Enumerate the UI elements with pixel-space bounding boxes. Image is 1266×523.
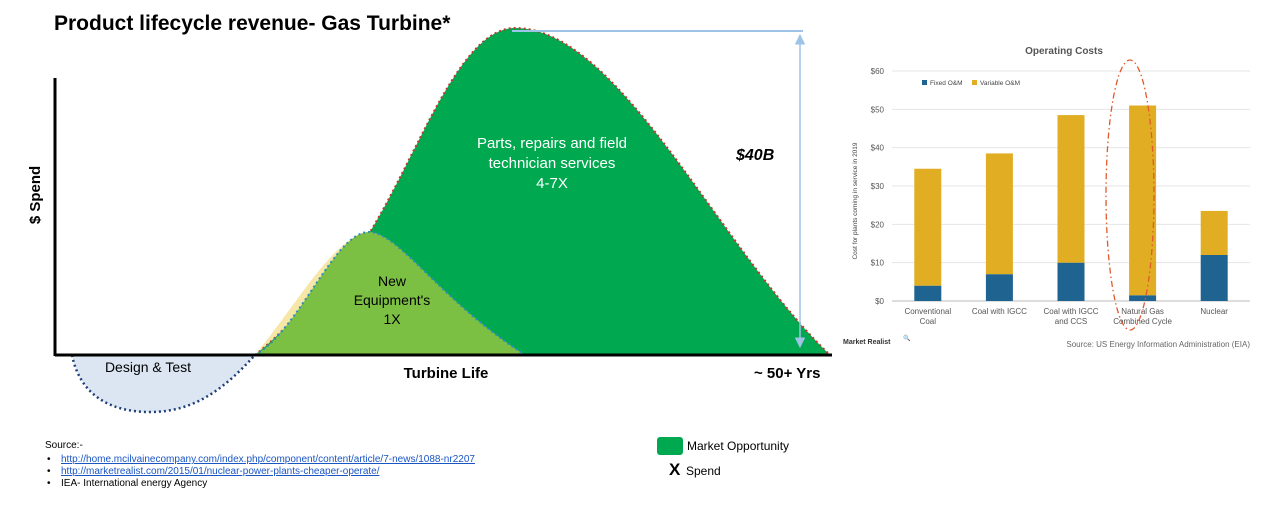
sources-list: http://home.mcilvainecompany.com/index.p…: [45, 454, 475, 490]
bar-variable-om: [985, 153, 1013, 275]
opcost-source: Source: US Energy Information Administra…: [1066, 340, 1250, 349]
page-title: Product lifecycle revenue- Gas Turbine*: [54, 12, 451, 35]
opcost-y-label: Cost for plants coming in service in 201…: [852, 142, 859, 259]
source-item: http://marketrealist.com/2015/01/nuclear…: [45, 466, 475, 478]
y-axis-label: $ Spend: [27, 166, 44, 224]
x-axis-end-label: ~ 50+ Yrs: [754, 365, 820, 382]
opcost-category-label: Coal with IGCC: [1043, 307, 1098, 316]
services-label-line-3: 4-7X: [536, 175, 568, 192]
new-equipment-label-line-1: New: [378, 273, 407, 289]
bar-fixed-om: [985, 274, 1013, 301]
bar-variable-om: [1057, 115, 1085, 263]
source-text-iea: IEA- International energy Agency: [61, 478, 208, 489]
brand-mark: 🔍: [903, 334, 911, 342]
opcost-y-ticks: $0 $10 $20 $30 $40 $50 $60: [871, 67, 885, 306]
opcost-y-tick-label: $20: [871, 220, 885, 229]
opcost-bars: [914, 105, 1228, 301]
opcost-category-label: Coal: [920, 317, 937, 326]
operating-costs-chart: Operating Costs $0 $10 $20 $30 $40 $50 $60 Con…: [843, 46, 1250, 349]
bar-variable-om: [914, 168, 942, 286]
sources-title: Source:-: [45, 440, 83, 451]
source-item: http://home.mcilvainecompany.com/index.p…: [45, 454, 475, 466]
brand-label: Market Realist: [843, 339, 891, 346]
opcost-category-label: and CCS: [1055, 317, 1087, 326]
spend-label: Spend: [686, 464, 721, 478]
legend-swatch-variable: [972, 80, 977, 85]
opcost-title: Operating Costs: [1025, 46, 1103, 57]
opcost-y-tick-label: $30: [871, 182, 885, 191]
legend-label-variable: Variable O&M: [980, 80, 1020, 87]
market-opportunity-swatch: [657, 437, 683, 455]
spend-x-mark: X: [669, 460, 681, 479]
opcost-category-label: Combined Cycle: [1113, 317, 1172, 326]
bar-fixed-om: [914, 285, 942, 301]
opcost-y-tick-label: $40: [871, 144, 885, 153]
bar-fixed-om: [1129, 295, 1157, 301]
bar-fixed-om: [1200, 255, 1228, 301]
lifecycle-chart: $40B $ Spend Turbine Life ~ 50+ Yrs Desi…: [27, 26, 833, 414]
new-equipment-label-line-2: Equipment's: [354, 292, 431, 308]
opcost-y-tick-label: $60: [871, 67, 885, 76]
x-axis-label: Turbine Life: [404, 365, 489, 382]
design-test-area: [70, 353, 258, 414]
opcost-category-label: Nuclear: [1200, 307, 1228, 316]
opcost-category-label: Coal with IGCC: [972, 307, 1027, 316]
legend-swatch-fixed: [922, 80, 927, 85]
source-item: IEA- International energy Agency: [45, 478, 475, 490]
services-label-line-1: Parts, repairs and field: [477, 135, 627, 152]
gap-label: $40B: [735, 147, 774, 164]
opcost-category-label: Conventional: [904, 307, 951, 316]
bar-variable-om: [1200, 210, 1228, 255]
highlight-ellipse: [1105, 59, 1155, 331]
design-test-label: Design & Test: [105, 359, 191, 375]
legend-label-fixed: Fixed O&M: [930, 80, 963, 87]
new-equipment-area: [251, 230, 529, 356]
source-link-marketrealist[interactable]: http://marketrealist.com/2015/01/nuclear…: [61, 466, 380, 477]
new-equipment-label-line-3: 1X: [383, 311, 401, 327]
bar-fixed-om: [1057, 262, 1085, 301]
market-opportunity-label: Market Opportunity: [687, 439, 790, 453]
services-label-line-2: technician services: [489, 155, 616, 172]
opcost-y-tick-label: $50: [871, 105, 885, 114]
source-link-mcilvaine[interactable]: http://home.mcilvainecompany.com/index.p…: [61, 454, 475, 465]
opcost-y-tick-label: $10: [871, 259, 885, 268]
opcost-y-tick-label: $0: [875, 297, 884, 306]
